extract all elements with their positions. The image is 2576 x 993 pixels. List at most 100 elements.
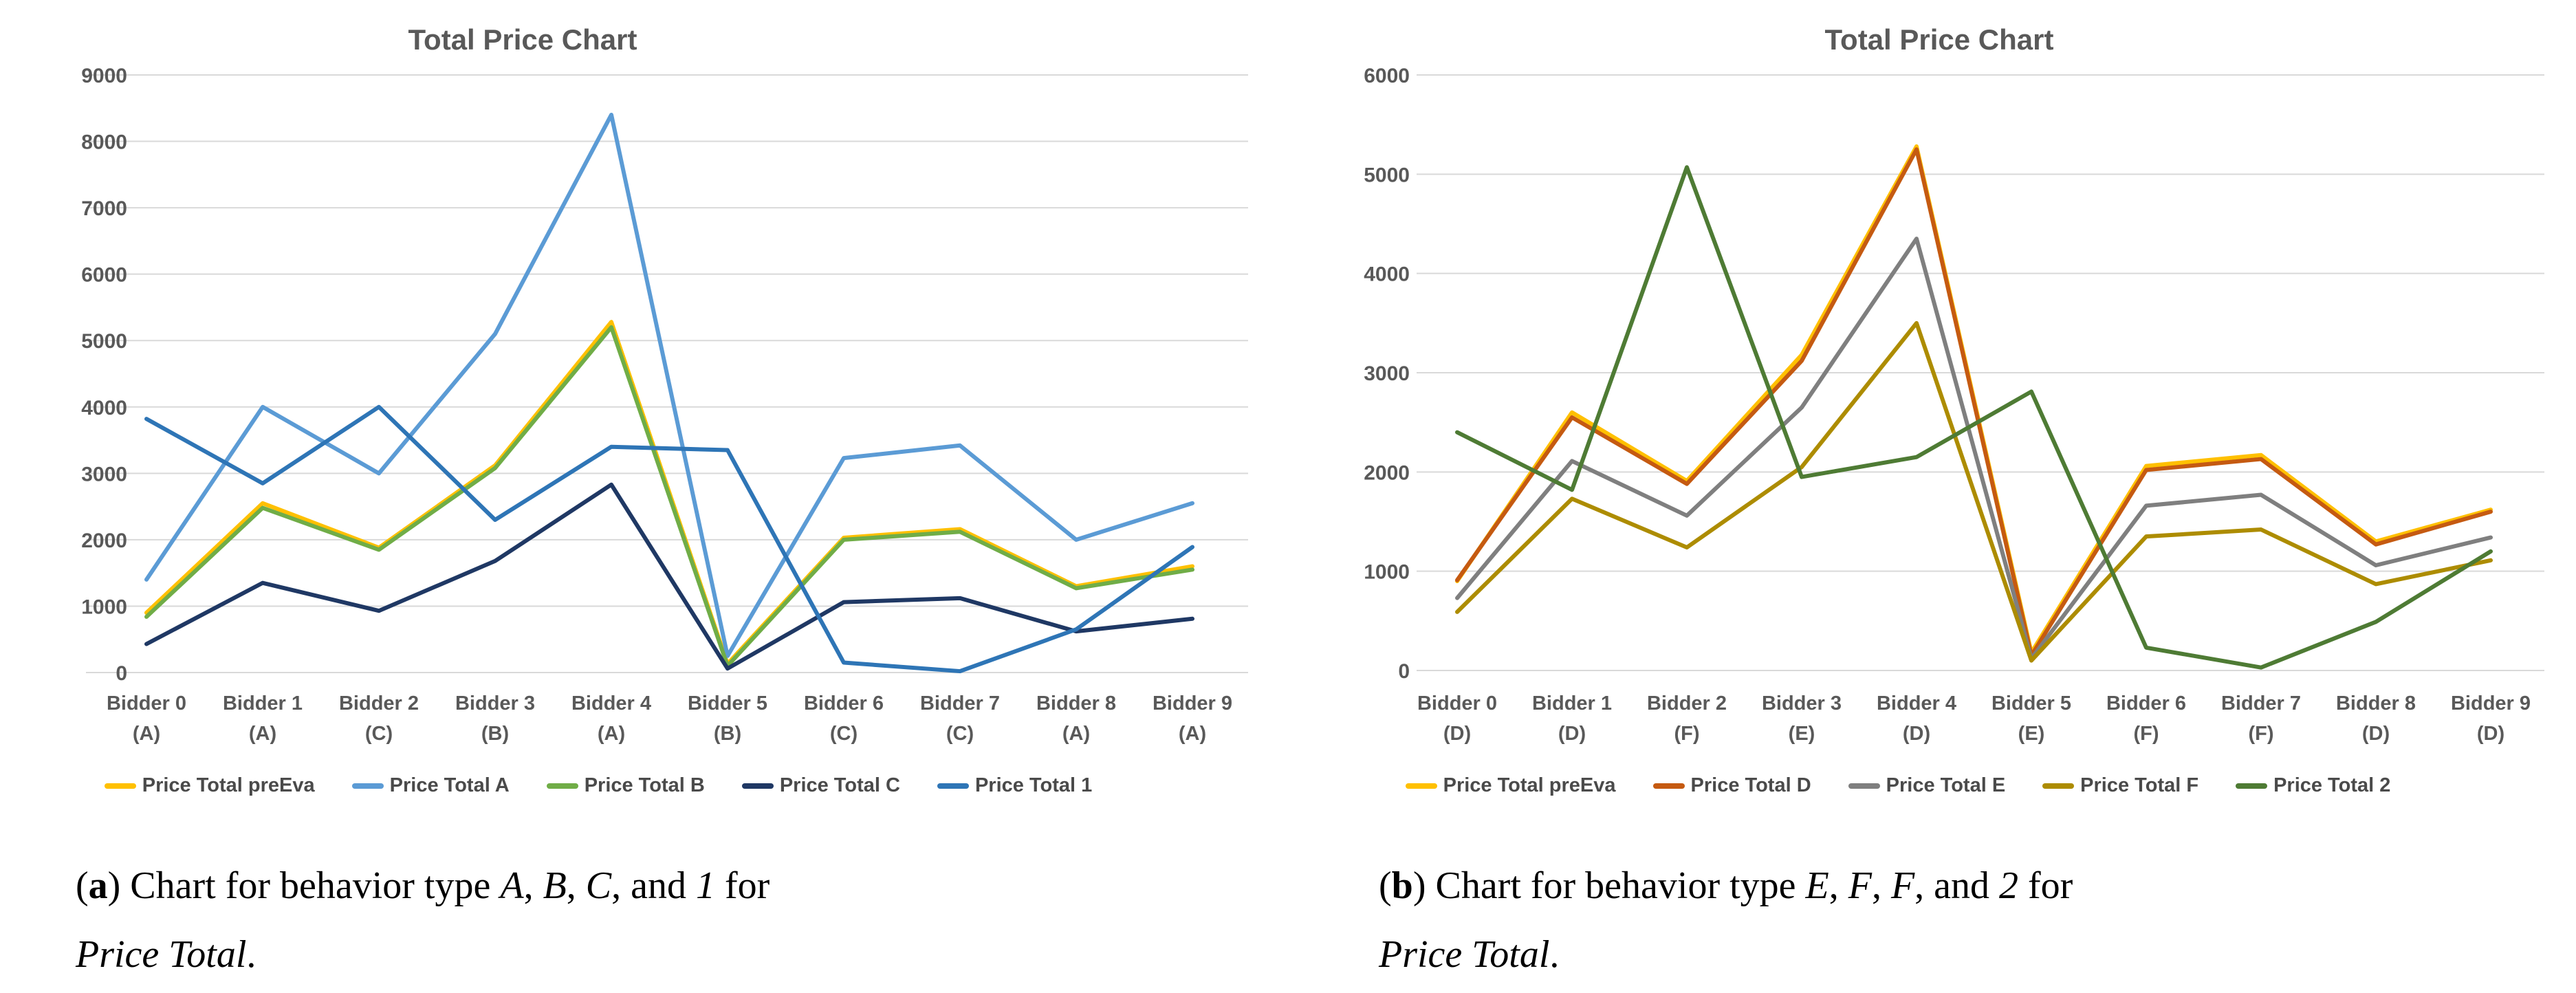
legend-item-price-total-e: Price Total E — [1848, 774, 2006, 797]
x-tick-label: Bidder 7 — [920, 692, 1000, 714]
x-tick-sublabel: (B) — [714, 723, 741, 745]
series-line-price-total-f — [1455, 320, 2493, 663]
chart-title-a: Total Price Chart — [408, 23, 637, 56]
x-tick-label: Bidder 6 — [804, 692, 884, 714]
y-tick-label: 5000 — [81, 330, 127, 353]
y-tick-label: 8000 — [81, 131, 127, 154]
x-tick-sublabel: (A) — [1179, 723, 1206, 745]
legend-a: Price Total preEva Price Total A Price Tot… — [0, 774, 1197, 797]
legend-b: Price Total preEva Price Total D Price Tot… — [1334, 774, 2462, 797]
legend-item-price-total-a: Price Total A — [351, 774, 510, 797]
caption-text: b — [1391, 864, 1413, 907]
legend-item-price-total-preeva: Price Total preEva — [1405, 774, 1616, 797]
y-tick-label: 9000 — [81, 65, 127, 87]
legend-swatch — [546, 783, 578, 789]
x-tick-label: Bidder 0 — [107, 692, 186, 714]
y-tick-label: 7000 — [81, 197, 127, 220]
caption-b: (b) Chart for behavior type E, F, F, and… — [1379, 851, 2520, 989]
x-tick-label: Bidder 2 — [1647, 692, 1727, 714]
legend-swatch — [2042, 783, 2075, 789]
x-tick-sublabel: (E) — [2018, 723, 2045, 745]
x-tick-sublabel: (D) — [1903, 723, 1930, 745]
x-tick-sublabel: (A) — [1062, 723, 1090, 745]
legend-swatch — [351, 783, 384, 789]
legend-item-price-total-1: Price Total 1 — [937, 774, 1092, 797]
y-tick-label: 1000 — [1364, 561, 1410, 584]
y-tick-label: 3000 — [81, 463, 127, 485]
legend-swatch — [937, 783, 969, 789]
chart-panel-b: Total Price Chart 0 1000 2000 3000 4000 5000 6… — [1289, 0, 2576, 993]
x-tick-label: Bidder 7 — [2221, 692, 2301, 714]
legend-label: Price Total 1 — [974, 774, 1093, 796]
x-tick-sublabel: (A) — [249, 723, 276, 745]
x-tick-sublabel: (C) — [830, 723, 858, 745]
caption-text: 2 — [1999, 864, 2019, 907]
x-tick-sublabel: (F) — [2248, 723, 2273, 745]
legend-swatch — [1848, 783, 1880, 789]
y-tick-label: 6000 — [1364, 65, 1410, 87]
y-tick-label: 4000 — [81, 397, 127, 419]
y-tick-label: 1000 — [81, 596, 127, 618]
caption-text: , and — [1914, 864, 2000, 907]
legend-item-price-total-b: Price Total B — [546, 774, 705, 797]
legend-swatch — [1405, 783, 1437, 789]
y-tick-label: 4000 — [1364, 263, 1410, 286]
legend-label: Price Total preEva — [1443, 774, 1616, 796]
x-tick-label: Bidder 1 — [223, 692, 303, 714]
y-tick-label: 3000 — [1364, 362, 1410, 385]
series-line-price-total-a — [144, 112, 1194, 658]
x-tick-sublabel: (A) — [598, 723, 625, 745]
y-tick-label: 0 — [1398, 660, 1410, 683]
caption-text: ) Chart for behavior type — [107, 864, 501, 907]
x-tick-sublabel: (F) — [2133, 723, 2159, 745]
caption-text: Price Total — [76, 933, 247, 976]
x-tick-sublabel: (E) — [1789, 723, 1815, 745]
x-tick-label: Bidder 4 — [1877, 692, 1956, 714]
caption-text: ( — [1379, 864, 1392, 907]
legend-label: Price Total C — [779, 774, 900, 796]
caption-text: for — [2018, 864, 2073, 907]
x-tick-label: Bidder 6 — [2106, 692, 2186, 714]
caption-text: 1 — [696, 864, 716, 907]
x-tick-sublabel: (D) — [2477, 723, 2504, 745]
x-tick-sublabel: (C) — [946, 723, 974, 745]
caption-text: F — [1890, 864, 1915, 907]
x-tick-label: Bidder 5 — [1991, 692, 2071, 714]
x-tick-label: Bidder 0 — [1417, 692, 1497, 714]
legend-item-price-total-d: Price Total D — [1652, 774, 1811, 797]
caption-text: , — [1871, 864, 1891, 907]
series-line-price-total-2 — [1455, 165, 2493, 670]
series-line-price-total-e — [1455, 237, 2493, 661]
legend-swatch — [104, 783, 136, 789]
x-tick-label: Bidder 3 — [1762, 692, 1842, 714]
x-tick-sublabel: (A) — [133, 723, 160, 745]
caption-a: (a) Chart for behavior type A, B, C, and… — [76, 851, 1217, 989]
legend-item-price-total-2: Price Total 2 — [2236, 774, 2390, 797]
legend-label: Price Total B — [584, 774, 705, 796]
legend-label: Price Total D — [1690, 774, 1811, 796]
x-tick-sublabel: (D) — [1443, 723, 1471, 745]
caption-text: E — [1805, 864, 1829, 907]
legend-item-price-total-c: Price Total C — [741, 774, 900, 797]
series-line-price-total-d — [1455, 147, 2493, 658]
x-tick-label: Bidder 8 — [2336, 692, 2416, 714]
caption-text: B — [543, 864, 567, 907]
legend-item-price-total-f: Price Total F — [2042, 774, 2198, 797]
legend-label: Price Total E — [1886, 774, 2006, 796]
x-tick-label: Bidder 5 — [688, 692, 767, 714]
x-tick-sublabel: (C) — [365, 723, 393, 745]
y-tick-label: 2000 — [81, 530, 127, 552]
legend-label: Price Total A — [389, 774, 510, 796]
chart-title-b: Total Price Chart — [1824, 23, 2054, 56]
caption-text: , — [523, 864, 543, 907]
caption-text: , — [1829, 864, 1848, 907]
caption-text: a — [88, 864, 108, 907]
x-tick-label: Bidder 8 — [1036, 692, 1116, 714]
x-tick-label: Bidder 2 — [339, 692, 419, 714]
caption-text: , and — [611, 864, 697, 907]
caption-text: C — [585, 864, 612, 907]
series-line-price-total-b — [144, 325, 1194, 668]
y-tick-label: 6000 — [81, 264, 127, 287]
chart-panel-a: Total Price Chart 0 1000 2000 3000 4000 5000 6… — [0, 0, 1287, 993]
